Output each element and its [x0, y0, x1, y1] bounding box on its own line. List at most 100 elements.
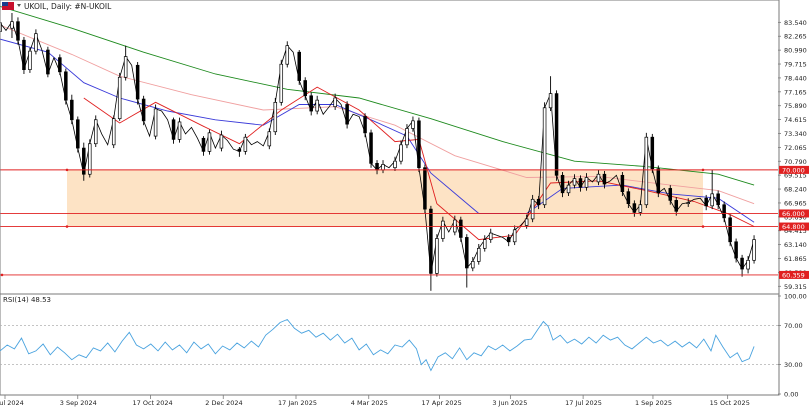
candle-body[interactable]: [0, 22, 2, 32]
candle-body[interactable]: [524, 218, 529, 226]
candle-body[interactable]: [734, 241, 738, 259]
candle-body[interactable]: [602, 173, 607, 185]
level-anchor-dot[interactable]: [65, 168, 69, 172]
candle-body[interactable]: [58, 57, 62, 73]
candle-body[interactable]: [123, 56, 128, 78]
candle-body[interactable]: [381, 164, 385, 171]
candle-body[interactable]: [297, 51, 301, 81]
candle-body[interactable]: [70, 99, 74, 121]
candle-body[interactable]: [345, 104, 349, 125]
candle-body[interactable]: [536, 198, 541, 206]
candle-body[interactable]: [153, 108, 158, 137]
candle-body[interactable]: [578, 178, 583, 188]
candle-body[interactable]: [566, 184, 571, 194]
candle-body[interactable]: [117, 76, 122, 120]
candle-body[interactable]: [548, 93, 553, 109]
candle-body[interactable]: [315, 99, 319, 112]
candle-body[interactable]: [285, 45, 290, 65]
candle-body[interactable]: [471, 261, 475, 269]
candle-body[interactable]: [686, 202, 690, 205]
candle-body[interactable]: [584, 177, 589, 188]
candle-body[interactable]: [141, 98, 146, 122]
candle-body[interactable]: [207, 132, 212, 152]
candle-body[interactable]: [728, 217, 732, 243]
chevron-down-icon[interactable]: [17, 4, 21, 7]
candle-body[interactable]: [375, 162, 379, 171]
candle-body[interactable]: [512, 229, 517, 243]
candle-body[interactable]: [572, 178, 577, 186]
candle-body[interactable]: [465, 237, 469, 269]
candle-body[interactable]: [94, 119, 98, 145]
candle-body[interactable]: [10, 21, 14, 29]
candle-body[interactable]: [435, 238, 439, 274]
candle-body[interactable]: [76, 119, 80, 149]
level-anchor-dot[interactable]: [0, 273, 4, 277]
candle-body[interactable]: [46, 49, 50, 75]
candle-body[interactable]: [632, 203, 637, 213]
candle-body[interactable]: [441, 220, 445, 239]
candle-body[interactable]: [279, 63, 284, 103]
candle-body[interactable]: [542, 107, 547, 206]
candle-body[interactable]: [752, 239, 756, 261]
candle-body[interactable]: [423, 167, 427, 210]
candle-body[interactable]: [22, 39, 26, 70]
candle-body[interactable]: [716, 193, 720, 206]
candle-body[interactable]: [28, 50, 32, 70]
candle-body[interactable]: [596, 173, 601, 183]
level-anchor-dot[interactable]: [65, 225, 69, 228]
candle-body[interactable]: [656, 168, 661, 194]
candle-body[interactable]: [64, 71, 68, 101]
candle-body[interactable]: [560, 174, 565, 194]
candle-body[interactable]: [82, 147, 86, 175]
candle-body[interactable]: [309, 95, 313, 112]
candle-body[interactable]: [453, 219, 457, 233]
supply-demand-zone[interactable]: [67, 169, 703, 227]
candle-body[interactable]: [554, 93, 559, 176]
candle-body[interactable]: [488, 232, 493, 240]
candle-body[interactable]: [34, 33, 38, 52]
candle-body[interactable]: [219, 134, 224, 149]
candle-body[interactable]: [620, 174, 625, 193]
rsi-plot-frame[interactable]: [0, 293, 780, 396]
candle-body[interactable]: [273, 101, 278, 133]
candle-body[interactable]: [303, 80, 307, 97]
candle-body[interactable]: [417, 120, 421, 169]
candle-body[interactable]: [237, 148, 242, 152]
rsi-line[interactable]: [0, 318, 755, 372]
candle-body[interactable]: [722, 204, 726, 219]
candle-body[interactable]: [171, 119, 176, 140]
candle-body[interactable]: [201, 137, 206, 152]
candle-body[interactable]: [746, 259, 750, 270]
candle-body[interactable]: [674, 200, 679, 212]
candle-body[interactable]: [177, 121, 182, 140]
candle-body[interactable]: [399, 144, 403, 162]
candle-body[interactable]: [530, 198, 535, 220]
candle-body[interactable]: [483, 239, 487, 249]
candle-body[interactable]: [135, 64, 140, 100]
level-anchor-dot[interactable]: [701, 168, 705, 172]
candle-body[interactable]: [638, 204, 643, 213]
candle-body[interactable]: [363, 116, 367, 134]
candle-body[interactable]: [668, 188, 673, 201]
candle-body[interactable]: [650, 136, 655, 170]
candle-body[interactable]: [459, 219, 463, 238]
candle-body[interactable]: [429, 208, 433, 274]
candle-body[interactable]: [393, 160, 397, 169]
candle-body[interactable]: [477, 247, 481, 262]
candle-body[interactable]: [111, 118, 116, 146]
candle-body[interactable]: [267, 131, 272, 147]
level-anchor-dot[interactable]: [701, 225, 705, 228]
candle-body[interactable]: [243, 136, 248, 152]
candle-body[interactable]: [704, 197, 708, 207]
candle-body[interactable]: [506, 237, 511, 243]
candle-body[interactable]: [644, 136, 649, 206]
candle-body[interactable]: [411, 120, 415, 129]
candle-body[interactable]: [369, 132, 373, 164]
candle-body[interactable]: [405, 128, 409, 146]
candle-body[interactable]: [740, 257, 744, 270]
candle-body[interactable]: [16, 21, 20, 41]
candle-body[interactable]: [88, 143, 92, 175]
candle-body[interactable]: [626, 191, 631, 205]
candle-body[interactable]: [710, 193, 714, 207]
candle-body[interactable]: [333, 97, 337, 108]
